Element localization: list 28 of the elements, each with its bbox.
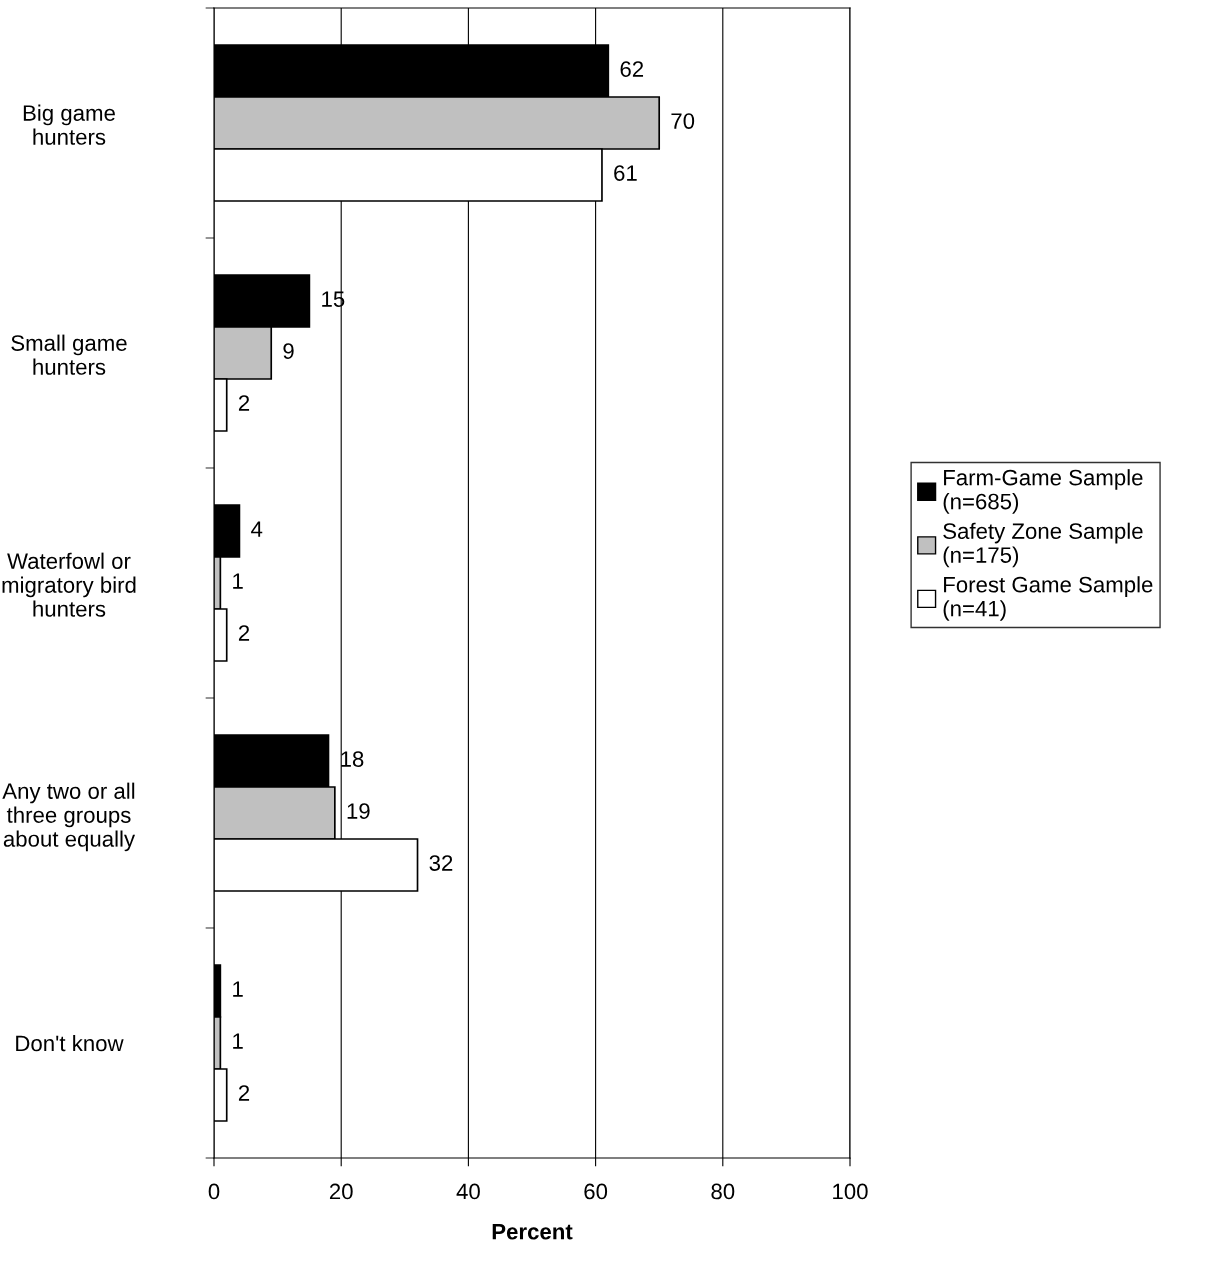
data-label: 61 (614, 165, 637, 181)
data-label: 1 (233, 981, 243, 997)
x-tick-label: 100 (833, 1183, 868, 1200)
x-tick-label: 20 (329, 1183, 353, 1200)
y-tick-label: Big game hunters (23, 104, 115, 145)
data-label: 2 (238, 625, 250, 641)
legend-label: Forest Game Sample (n=41) (943, 576, 1153, 621)
data-label: 1 (233, 1033, 243, 1049)
data-label: 19 (347, 803, 370, 819)
legend-label: Safety Zone Sample (n=175) (943, 522, 1143, 568)
x-tick-label: 80 (711, 1183, 735, 1200)
data-label: 4 (251, 521, 263, 537)
data-label: 2 (238, 395, 250, 411)
y-tick-label: Waterfowl or migratory bird hunters (2, 552, 136, 617)
y-tick-label: Don't know (16, 1034, 124, 1052)
data-label: 32 (429, 855, 453, 871)
legend-label: Farm-Game Sample (n=685) (943, 469, 1143, 514)
data-label: 2 (238, 1085, 250, 1101)
data-label: 70 (671, 113, 695, 129)
y-tick-label: Any two or all three groups about equally (2, 782, 136, 852)
x-tick-label: 0 (208, 1183, 220, 1200)
data-label: 1 (233, 573, 243, 589)
y-tick-label: Small game hunters (11, 334, 127, 375)
x-axis-title: Percent (492, 1223, 573, 1240)
x-tick-label: 40 (456, 1183, 480, 1200)
data-label: 9 (283, 343, 294, 359)
x-tick-label: 60 (584, 1183, 608, 1200)
data-label: 62 (620, 61, 644, 77)
